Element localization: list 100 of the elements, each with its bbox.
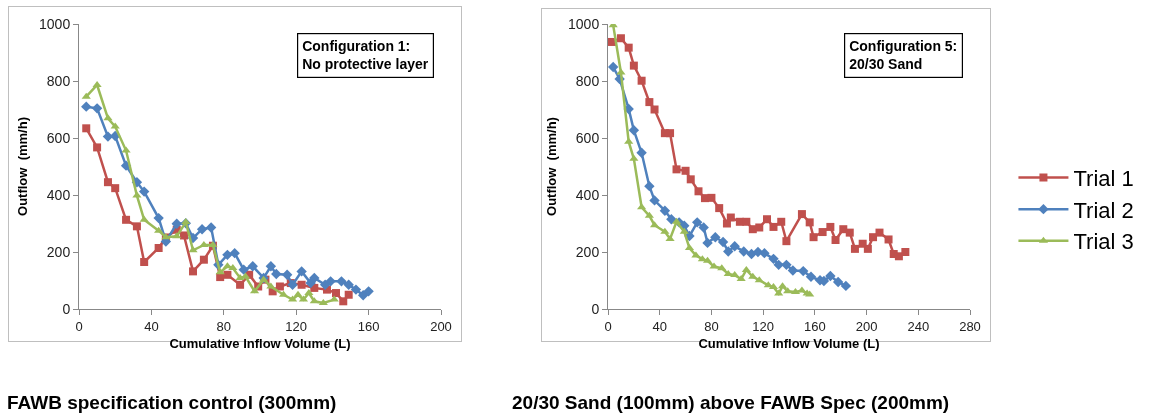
- point: [736, 275, 746, 282]
- point: [181, 218, 191, 225]
- point: [343, 279, 354, 290]
- point: [715, 204, 724, 213]
- x-tick-label: 200: [855, 318, 878, 334]
- point: [223, 270, 232, 279]
- point: [171, 218, 182, 229]
- point: [787, 265, 799, 276]
- point: [692, 217, 703, 228]
- point: [777, 217, 786, 226]
- point: [309, 272, 320, 284]
- point: [729, 241, 740, 252]
- point: [154, 226, 164, 233]
- point: [281, 269, 293, 280]
- point: [826, 222, 835, 231]
- point: [132, 191, 142, 198]
- point: [138, 186, 150, 197]
- point: [205, 222, 217, 233]
- point: [616, 34, 625, 43]
- point: [293, 290, 303, 297]
- x-tick-label: 280: [959, 318, 981, 334]
- point: [304, 289, 314, 296]
- point: [845, 228, 854, 237]
- point: [82, 124, 91, 133]
- point: [742, 217, 751, 226]
- annotation: Configuration 5: 20/30 Sand: [849, 38, 958, 73]
- text: FAWB specification control (300mm): [7, 392, 337, 413]
- point: [81, 101, 92, 112]
- point: [774, 289, 784, 296]
- annotation: Configuration 1: No protective layer: [302, 38, 429, 73]
- point: [229, 247, 240, 259]
- point: [139, 215, 149, 222]
- point: [111, 184, 120, 193]
- y-tick-label: 0: [591, 300, 600, 317]
- point: [637, 76, 646, 85]
- y-tick-label: 200: [575, 243, 600, 260]
- point: [336, 276, 347, 287]
- point: [805, 218, 814, 227]
- point: [649, 195, 660, 206]
- point: [238, 264, 249, 275]
- point: [763, 215, 772, 224]
- point: [839, 225, 848, 234]
- point: [809, 233, 818, 242]
- point: [884, 235, 893, 244]
- x-tick-label: 0: [604, 318, 612, 334]
- point: [110, 122, 120, 129]
- point: [798, 265, 809, 277]
- x-tick-label: 40: [652, 318, 667, 334]
- x-tick-label: 120: [752, 318, 774, 334]
- point: [660, 227, 670, 234]
- point: [265, 261, 277, 272]
- point: [199, 240, 209, 247]
- point: [773, 259, 784, 271]
- legend-label: Trial 1: [1073, 166, 1134, 192]
- x-axis-title: Cumulative Inflow Volume (L): [169, 336, 351, 352]
- point: [840, 280, 852, 292]
- x-tick-label: 40: [144, 318, 159, 334]
- point: [189, 267, 198, 276]
- point: [629, 154, 639, 161]
- y-tick-label: 0: [62, 300, 71, 317]
- point: [681, 166, 690, 175]
- point: [81, 92, 91, 99]
- point: [818, 228, 827, 237]
- point: [350, 284, 362, 295]
- point: [709, 262, 719, 269]
- point: [196, 224, 208, 235]
- point: [686, 175, 695, 184]
- point: [723, 269, 733, 276]
- point: [702, 237, 713, 249]
- point: [726, 213, 735, 222]
- point: [93, 143, 102, 152]
- text: 20/30 Sand (100mm) above FAWB Spec (200mm): [512, 392, 950, 413]
- point: [636, 147, 647, 159]
- x-tick-label: 160: [357, 318, 380, 334]
- point: [832, 276, 844, 288]
- point: [748, 272, 758, 279]
- x-axis-title: Cumulative Inflow Volume (L): [698, 336, 880, 352]
- point: [357, 290, 369, 301]
- y-tick-label: 400: [46, 186, 71, 203]
- point: [694, 187, 703, 196]
- point: [154, 244, 163, 253]
- point: [296, 266, 307, 277]
- x-tick-label: 120: [285, 318, 308, 334]
- point: [710, 231, 721, 243]
- x-tick-label: 160: [804, 318, 826, 334]
- point: [92, 80, 102, 87]
- point: [768, 253, 779, 265]
- point: [679, 227, 689, 234]
- point: [236, 280, 245, 289]
- point: [698, 222, 709, 233]
- point: [624, 43, 633, 52]
- point: [103, 178, 112, 187]
- point: [875, 228, 884, 237]
- point: [325, 276, 336, 287]
- point: [797, 210, 806, 219]
- point: [179, 231, 188, 240]
- point: [275, 282, 284, 291]
- point: [140, 257, 149, 266]
- point: [332, 289, 341, 298]
- y-tick-label: 600: [575, 129, 600, 146]
